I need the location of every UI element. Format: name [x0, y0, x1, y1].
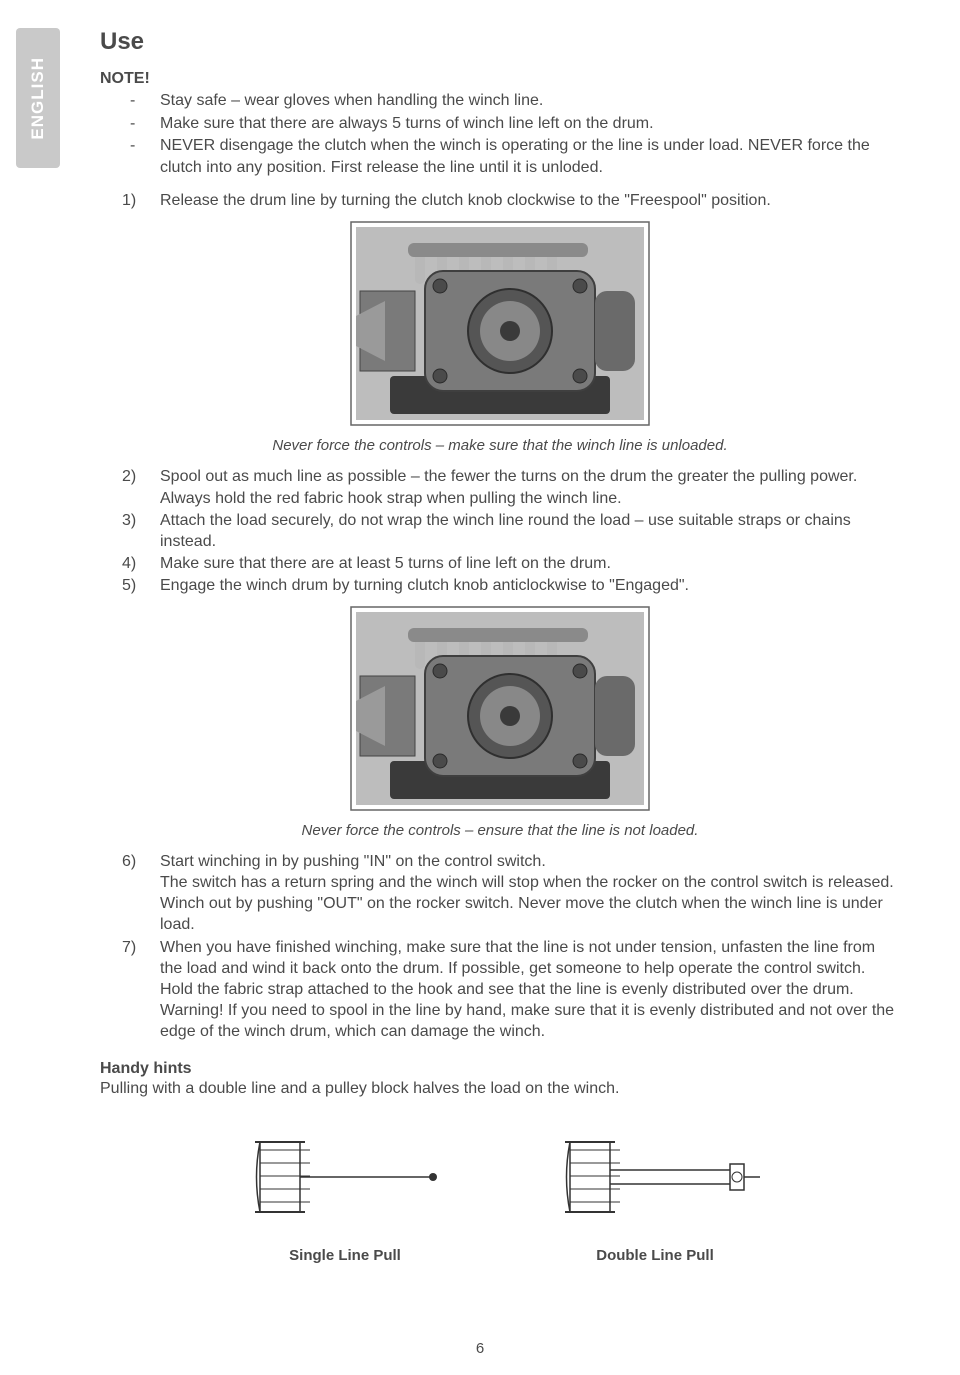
- double-line-diagram: Double Line Pull: [545, 1122, 765, 1264]
- single-line-label: Single Line Pull: [235, 1247, 455, 1264]
- winch-illustration: [350, 221, 650, 426]
- step-item: Start winching in by pushing "IN" on the…: [100, 851, 900, 935]
- note-item: NEVER disengage the clutch when the winc…: [100, 135, 900, 178]
- double-line-label: Double Line Pull: [545, 1247, 765, 1264]
- steps-list-3: Start winching in by pushing "IN" on the…: [100, 851, 900, 1042]
- step-item: Engage the winch drum by turning clutch …: [100, 575, 900, 596]
- winch-illustration: [350, 606, 650, 811]
- step-item: When you have finished winching, make su…: [100, 937, 900, 1043]
- steps-list-2: Spool out as much line as possible – the…: [100, 466, 900, 596]
- steps-list-1: Release the drum line by turning the clu…: [100, 190, 900, 211]
- page-number: 6: [0, 1340, 960, 1357]
- step-item: Make sure that there are at least 5 turn…: [100, 553, 900, 574]
- manual-page: ENGLISH Use NOTE! Stay safe – wear glove…: [0, 0, 960, 1375]
- figure-1: [100, 221, 900, 431]
- single-line-svg: [235, 1122, 455, 1232]
- handy-hints-text: Pulling with a double line and a pulley …: [100, 1078, 900, 1100]
- figure-2: [100, 606, 900, 816]
- step-item: Attach the load securely, do not wrap th…: [100, 510, 900, 552]
- handy-hints-heading: Handy hints: [100, 1060, 900, 1078]
- language-label: ENGLISH: [28, 57, 48, 140]
- note-item: Stay safe – wear gloves when handling th…: [100, 90, 900, 112]
- step-item: Release the drum line by turning the clu…: [100, 190, 900, 211]
- single-line-diagram: Single Line Pull: [235, 1122, 455, 1264]
- figure-2-caption: Never force the controls – ensure that t…: [100, 822, 900, 839]
- note-label: NOTE!: [100, 70, 900, 88]
- section-title: Use: [100, 28, 900, 56]
- figure-1-caption: Never force the controls – make sure tha…: [100, 437, 900, 454]
- step-item: Spool out as much line as possible – the…: [100, 466, 900, 508]
- double-line-svg: [545, 1122, 765, 1232]
- note-item: Make sure that there are always 5 turns …: [100, 113, 900, 135]
- note-list: Stay safe – wear gloves when handling th…: [100, 90, 900, 178]
- pull-diagrams: Single Line Pull Double Line Pull: [100, 1122, 900, 1264]
- language-tab: ENGLISH: [16, 28, 60, 168]
